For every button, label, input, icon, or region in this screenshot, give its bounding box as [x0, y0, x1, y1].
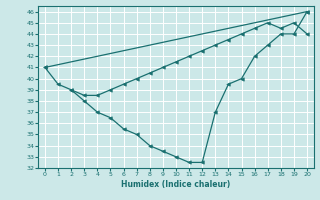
X-axis label: Humidex (Indice chaleur): Humidex (Indice chaleur) [121, 180, 231, 189]
